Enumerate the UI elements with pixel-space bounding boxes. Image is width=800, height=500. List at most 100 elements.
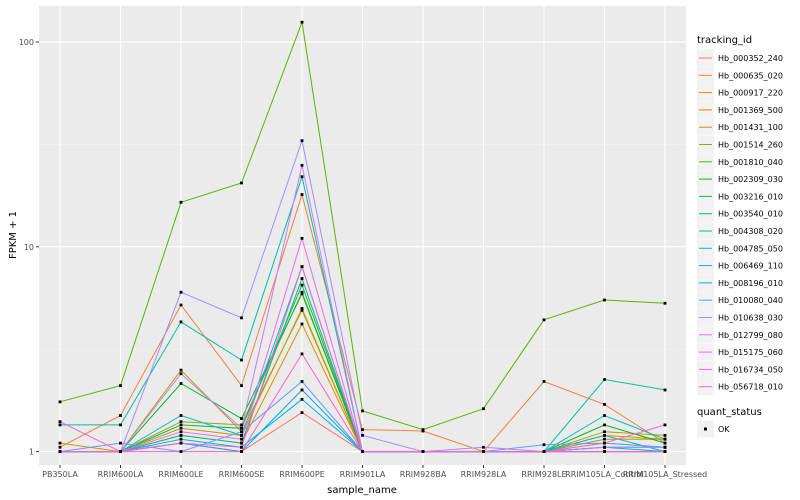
y-tick-label: 1 bbox=[29, 448, 34, 457]
x-tick-label: RRIM901LA bbox=[340, 470, 386, 479]
data-point bbox=[603, 423, 606, 427]
data-point bbox=[240, 417, 243, 420]
data-point bbox=[240, 384, 243, 388]
legend-label: Hb_002309_030 bbox=[718, 175, 783, 184]
data-point bbox=[663, 433, 667, 437]
data-point bbox=[300, 380, 304, 383]
data-point bbox=[603, 378, 606, 381]
data-point bbox=[58, 400, 62, 404]
data-point bbox=[300, 20, 304, 24]
data-point bbox=[663, 301, 667, 305]
data-point bbox=[663, 423, 667, 427]
legend-label: Hb_001810_040 bbox=[718, 158, 783, 167]
data-point bbox=[179, 430, 183, 434]
data-point bbox=[361, 428, 364, 432]
data-point bbox=[603, 437, 606, 441]
data-point bbox=[300, 307, 304, 310]
data-point bbox=[603, 445, 606, 449]
x-tick-label: RRIM600SE bbox=[219, 470, 265, 479]
legend-label: Hb_001431_100 bbox=[718, 123, 783, 132]
data-point bbox=[240, 316, 243, 320]
data-point bbox=[119, 441, 122, 445]
data-point bbox=[119, 384, 122, 388]
y-axis-title: FPKM + 1 bbox=[8, 211, 19, 259]
data-point bbox=[179, 372, 183, 376]
legend-label: Hb_004308_020 bbox=[718, 227, 783, 236]
data-point bbox=[482, 407, 485, 411]
data-point bbox=[240, 358, 243, 362]
data-point bbox=[603, 433, 606, 437]
legend-label: Hb_056718_010 bbox=[718, 383, 783, 392]
data-point bbox=[300, 352, 304, 356]
data-point bbox=[58, 450, 62, 453]
data-point bbox=[179, 441, 183, 445]
data-point bbox=[179, 433, 183, 437]
data-point bbox=[240, 433, 243, 437]
x-tick-label: PB350LA bbox=[42, 470, 78, 479]
data-point bbox=[663, 388, 667, 392]
legend-shape-marker bbox=[704, 427, 707, 431]
legend-label: Hb_003216_010 bbox=[718, 192, 783, 201]
legend-label: Hb_003540_010 bbox=[718, 210, 783, 219]
data-point bbox=[300, 193, 304, 196]
data-point bbox=[300, 290, 304, 294]
legend-label: Hb_000635_020 bbox=[718, 71, 783, 80]
data-point bbox=[119, 450, 122, 453]
data-point bbox=[663, 437, 667, 441]
data-point bbox=[421, 450, 425, 453]
data-point bbox=[179, 426, 183, 430]
legend-label: Hb_000917_220 bbox=[718, 89, 783, 98]
data-point bbox=[240, 445, 243, 449]
data-point bbox=[603, 450, 606, 453]
data-point bbox=[603, 441, 606, 445]
legend-label: Hb_016734_050 bbox=[718, 365, 783, 374]
data-point bbox=[482, 445, 485, 449]
data-point bbox=[300, 175, 304, 179]
legend-shape-label: OK bbox=[718, 425, 730, 434]
data-point bbox=[240, 181, 243, 185]
data-point bbox=[119, 423, 122, 427]
data-point bbox=[361, 433, 364, 437]
data-point bbox=[300, 292, 304, 296]
data-point bbox=[482, 450, 485, 453]
legend-label: Hb_001514_260 bbox=[718, 141, 783, 150]
data-points bbox=[58, 20, 667, 453]
data-point bbox=[542, 380, 546, 383]
data-point bbox=[542, 318, 546, 322]
legend-label: Hb_006469_110 bbox=[718, 262, 783, 271]
data-point bbox=[179, 450, 183, 453]
data-point bbox=[603, 298, 606, 302]
data-point bbox=[58, 441, 62, 445]
legend-label: Hb_015175_060 bbox=[718, 348, 783, 357]
legend-label: Hb_012799_080 bbox=[718, 331, 783, 340]
data-point bbox=[300, 322, 304, 326]
data-point bbox=[240, 441, 243, 445]
data-point bbox=[300, 283, 304, 287]
y-tick-label: 100 bbox=[19, 38, 34, 47]
legend-label: Hb_010080_040 bbox=[718, 296, 783, 305]
data-point bbox=[300, 388, 304, 392]
data-point bbox=[421, 428, 425, 432]
data-point bbox=[119, 414, 122, 417]
data-point bbox=[179, 382, 183, 385]
data-point bbox=[300, 308, 304, 312]
data-point bbox=[179, 320, 183, 324]
data-point bbox=[300, 411, 304, 415]
data-point bbox=[603, 402, 606, 406]
data-point bbox=[300, 139, 304, 143]
data-point bbox=[179, 423, 183, 427]
legend-title-quant-status: quant_status bbox=[697, 407, 762, 418]
legend-label: Hb_000352_240 bbox=[718, 54, 783, 63]
x-axis-title: sample_name bbox=[327, 485, 397, 496]
data-point bbox=[58, 445, 62, 449]
legend-title-tracking-id: tracking_id bbox=[697, 35, 752, 46]
legend-label: Hb_001369_500 bbox=[718, 106, 783, 115]
data-point bbox=[542, 443, 546, 447]
x-tick-label: RRIM105LA_Stressed bbox=[623, 470, 707, 479]
data-point bbox=[179, 437, 183, 441]
data-point bbox=[300, 277, 304, 280]
data-point bbox=[300, 163, 304, 167]
data-point bbox=[179, 368, 183, 372]
data-point bbox=[240, 423, 243, 427]
